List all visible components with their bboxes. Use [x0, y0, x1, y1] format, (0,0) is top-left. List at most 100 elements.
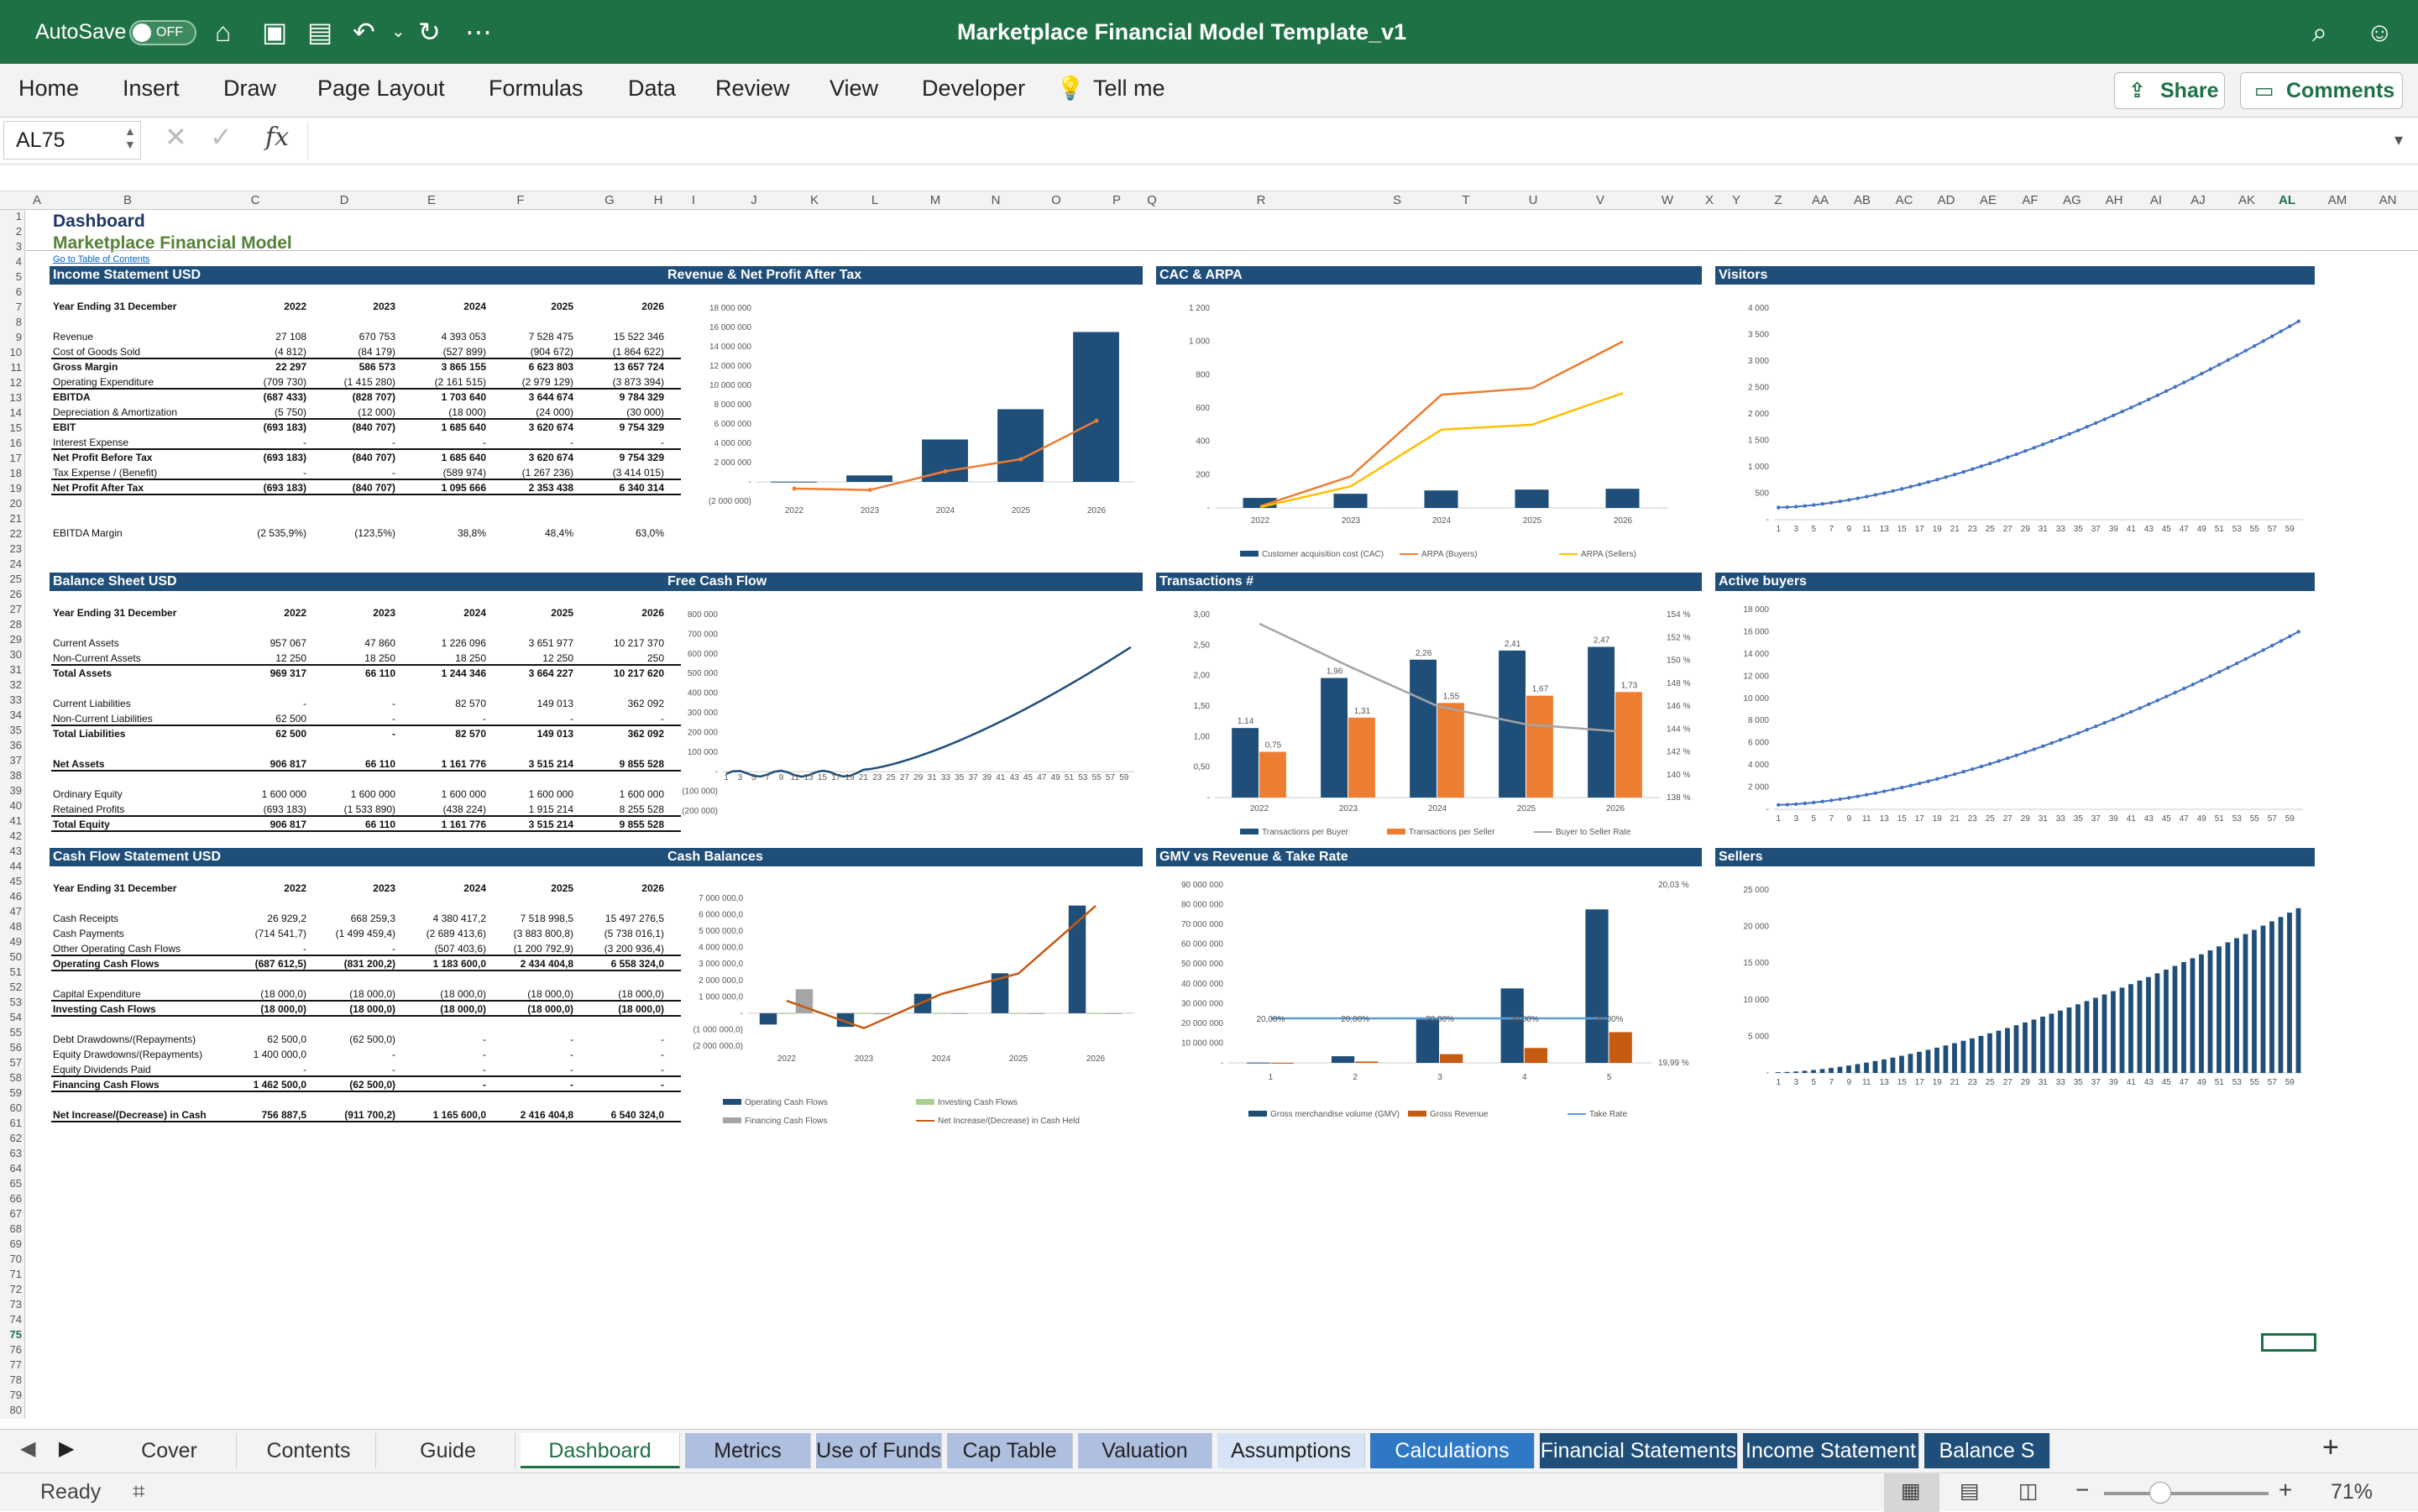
- cell-value[interactable]: 3 664 227: [528, 667, 573, 679]
- column-header[interactable]: AK: [2237, 193, 2256, 207]
- cell-value[interactable]: (709 730): [263, 376, 306, 388]
- cell-value[interactable]: (687 612,5): [254, 958, 306, 970]
- revenue-net-profit-chart[interactable]: Revenue & Net Profit After Tax (2 000 000…: [664, 266, 1143, 568]
- column-header[interactable]: S: [1392, 193, 1402, 207]
- cell-value[interactable]: 10 217 620: [613, 667, 664, 679]
- row-header[interactable]: 29: [9, 633, 22, 646]
- row-header[interactable]: 64: [9, 1162, 22, 1175]
- cell-value[interactable]: -: [303, 1064, 306, 1075]
- cell-value[interactable]: 63,0%: [635, 527, 664, 539]
- sheet-tab[interactable]: Calculations: [1370, 1433, 1535, 1468]
- zoom-in-icon[interactable]: +: [2279, 1477, 2293, 1503]
- cell-value[interactable]: 3 620 674: [528, 452, 573, 463]
- zoom-out-icon[interactable]: −: [2075, 1477, 2090, 1503]
- tab-view[interactable]: View: [830, 76, 879, 101]
- sheet-tab[interactable]: Cover: [102, 1433, 237, 1468]
- row-header[interactable]: 4: [15, 255, 22, 268]
- row-header[interactable]: 61: [9, 1117, 22, 1129]
- gmv-revenue-chart[interactable]: GMV vs Revenue & Take Rate - 10 000 000 20 …: [1156, 848, 1702, 1125]
- cell-value[interactable]: (904 672): [530, 346, 573, 358]
- column-header[interactable]: T: [1462, 193, 1470, 207]
- row-header[interactable]: 44: [9, 860, 22, 872]
- column-header[interactable]: E: [427, 193, 437, 207]
- cell-value[interactable]: 7 528 475: [528, 331, 573, 343]
- cell-value[interactable]: 66 110: [364, 667, 395, 679]
- row-header[interactable]: 1: [15, 210, 22, 222]
- row-header[interactable]: 73: [9, 1298, 22, 1311]
- cancel-icon[interactable]: ✕: [165, 122, 187, 152]
- row-header[interactable]: 6: [15, 285, 22, 298]
- cell-value[interactable]: (687 433): [263, 391, 306, 403]
- toc-link[interactable]: Go to Table of Contents: [53, 254, 150, 264]
- cell-value[interactable]: 9 855 528: [619, 758, 664, 770]
- sheet-tab[interactable]: Income Statement A: [1743, 1433, 1919, 1498]
- column-header[interactable]: C: [250, 193, 260, 207]
- row-header[interactable]: 30: [9, 648, 22, 661]
- cash-balances-chart[interactable]: Cash Balances (2 000 000,0) (1 000 000,0) -…: [664, 848, 1143, 1126]
- cell-value[interactable]: -: [483, 713, 486, 725]
- cell-value[interactable]: (18 000,0): [260, 1003, 306, 1015]
- cell-value[interactable]: 250: [646, 652, 664, 664]
- row-header[interactable]: 20: [9, 497, 22, 510]
- cell-value[interactable]: 15 497 276,5: [604, 913, 664, 924]
- cell-value[interactable]: 1 165 600,0: [432, 1109, 486, 1121]
- tab-data[interactable]: Data: [628, 76, 677, 101]
- cell-value[interactable]: (18 000,0): [527, 988, 573, 1000]
- cell-value[interactable]: 6 623 803: [528, 361, 573, 373]
- cell-value[interactable]: 6 540 324,0: [610, 1109, 664, 1121]
- cell-value[interactable]: 756 887,5: [261, 1109, 306, 1121]
- cell-value[interactable]: -: [303, 943, 306, 955]
- cell-value[interactable]: 6 558 324,0: [610, 958, 664, 970]
- cell-value[interactable]: 1 226 096: [441, 637, 486, 649]
- cell-value[interactable]: 1 400 000,0: [253, 1049, 306, 1060]
- column-header[interactable]: AL: [2279, 193, 2295, 207]
- cell-value[interactable]: 27 108: [275, 331, 306, 343]
- cell-value[interactable]: 22 297: [275, 361, 306, 373]
- redo-icon[interactable]: ↻: [418, 17, 441, 47]
- sheet-tab[interactable]: Metrics: [685, 1433, 811, 1468]
- tab-home[interactable]: Home: [18, 76, 80, 101]
- column-header[interactable]: P: [1112, 193, 1122, 207]
- row-header[interactable]: 55: [9, 1026, 22, 1039]
- column-header[interactable]: A: [32, 193, 42, 207]
- cell-value[interactable]: (24 000): [536, 406, 573, 418]
- name-box[interactable]: AL75: [3, 121, 141, 160]
- row-header[interactable]: 76: [9, 1343, 22, 1356]
- row-header[interactable]: 78: [9, 1373, 22, 1386]
- row-header[interactable]: 8: [15, 316, 22, 328]
- row-header[interactable]: 51: [9, 965, 22, 978]
- cell-value[interactable]: (18 000,0): [349, 988, 395, 1000]
- cell-value[interactable]: (589 974): [442, 467, 486, 479]
- column-header[interactable]: H: [653, 193, 663, 207]
- row-header[interactable]: 26: [9, 588, 22, 600]
- zoom-slider[interactable]: [2104, 1492, 2269, 1495]
- column-header[interactable]: AF: [2022, 193, 2039, 207]
- column-header[interactable]: Y: [1731, 193, 1741, 207]
- cell-value[interactable]: 1 600 000: [350, 788, 395, 800]
- cell-value[interactable]: 82 570: [455, 728, 486, 740]
- cell-value[interactable]: (18 000): [448, 406, 486, 418]
- cell-value[interactable]: 66 110: [364, 819, 395, 830]
- row-header[interactable]: 39: [9, 784, 22, 797]
- row-header[interactable]: 16: [9, 437, 22, 449]
- cell-value[interactable]: -: [570, 1049, 573, 1060]
- scroll-left-icon[interactable]: ◀: [20, 1437, 36, 1460]
- cell-value[interactable]: 3 620 674: [528, 421, 573, 433]
- column-header[interactable]: AE: [1979, 193, 1997, 207]
- cell-value[interactable]: (2 161 515): [434, 376, 486, 388]
- cell-value[interactable]: 1 703 640: [441, 391, 486, 403]
- row-header[interactable]: 11: [10, 361, 23, 374]
- column-header[interactable]: AD: [1937, 193, 1955, 207]
- cell-value[interactable]: (1 267 236): [521, 467, 573, 479]
- column-header[interactable]: D: [339, 193, 349, 207]
- row-header[interactable]: 21: [9, 512, 22, 525]
- row-header[interactable]: 3: [15, 240, 22, 253]
- cell-value[interactable]: (1 415 280): [343, 376, 395, 388]
- row-header[interactable]: 34: [9, 709, 22, 721]
- column-header[interactable]: AN: [2379, 193, 2397, 207]
- cell-value[interactable]: -: [303, 437, 306, 448]
- cell-value[interactable]: 4 393 053: [441, 331, 486, 343]
- row-header[interactable]: 2: [15, 225, 22, 238]
- column-header[interactable]: Q: [1147, 193, 1157, 207]
- cell-value[interactable]: (840 707): [352, 452, 395, 463]
